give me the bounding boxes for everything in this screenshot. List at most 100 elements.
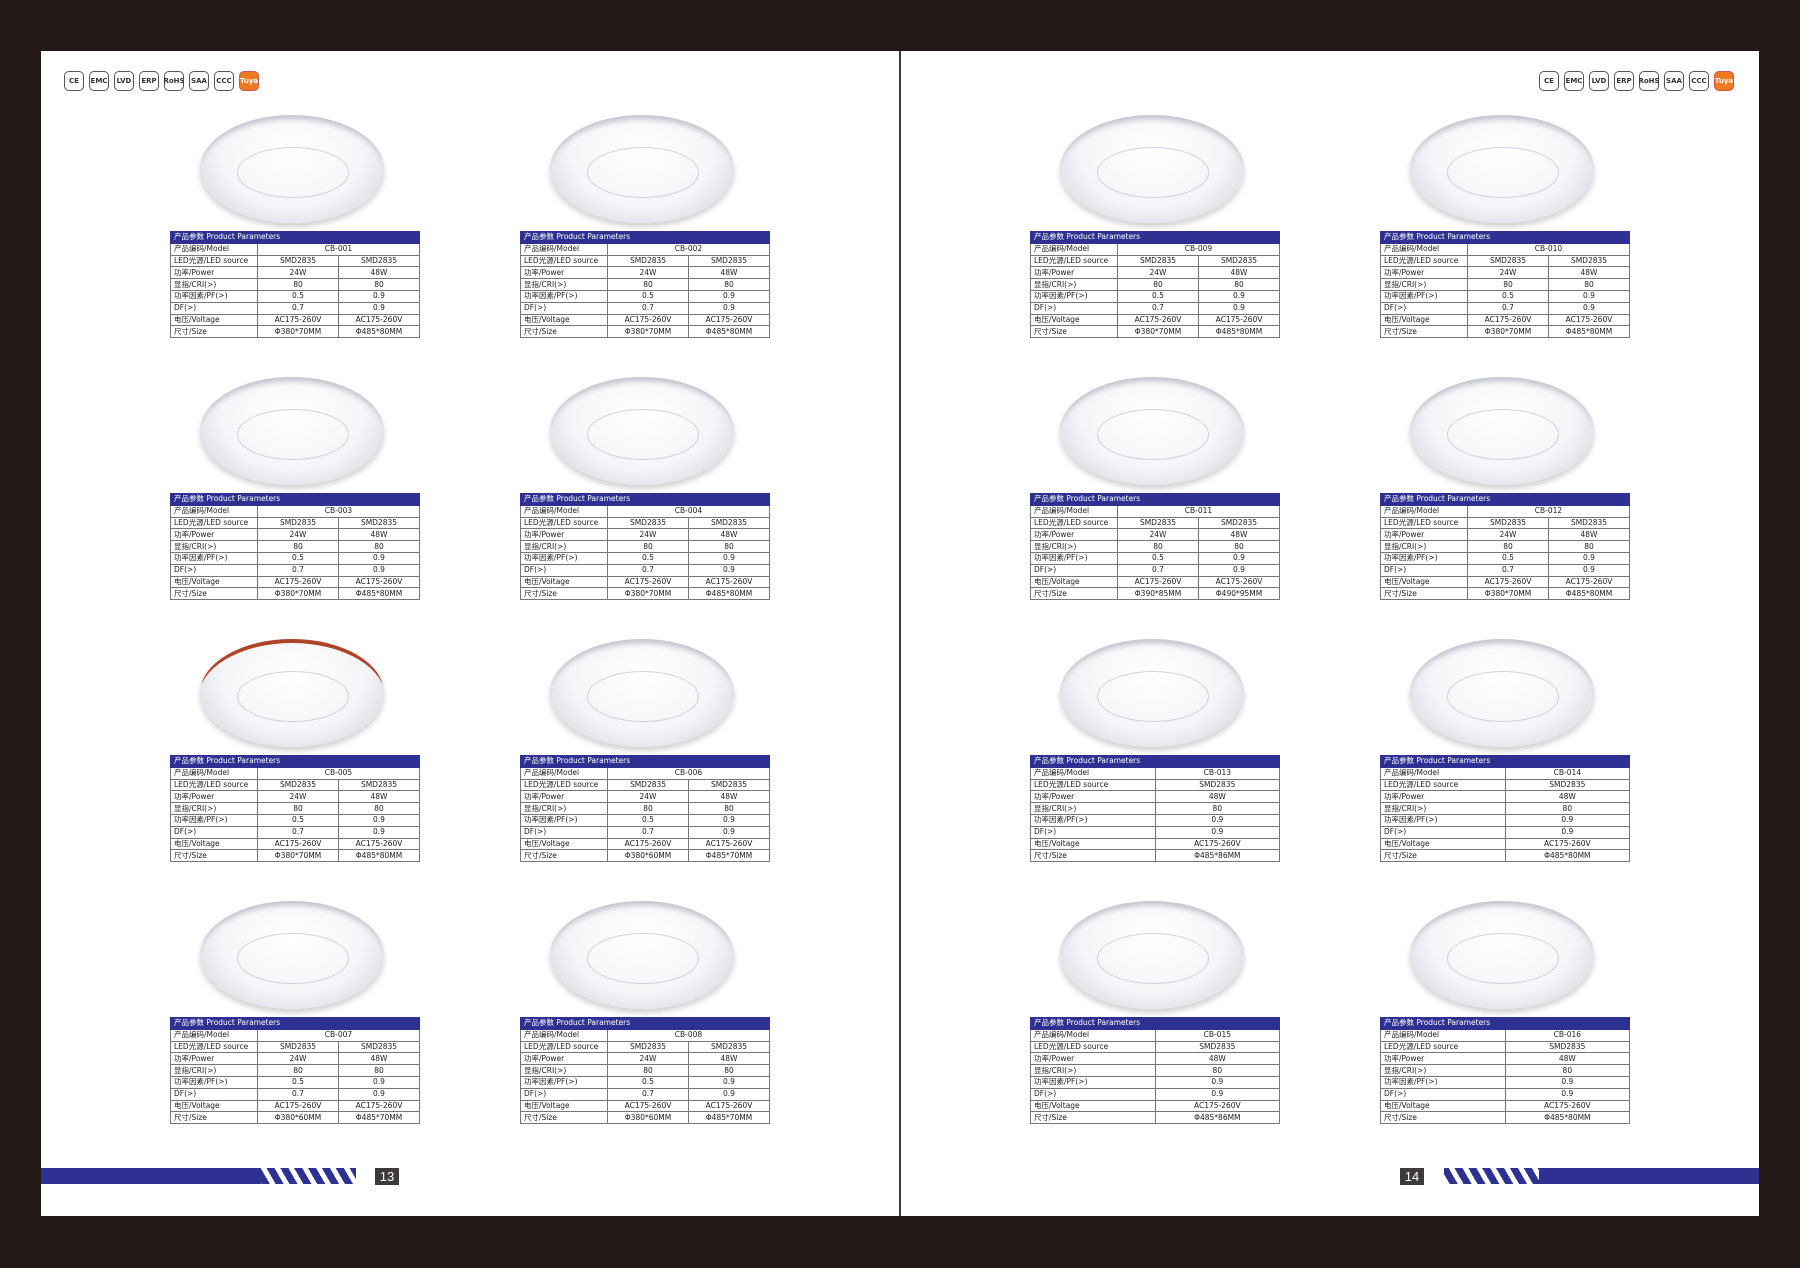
product-parameters-table: 产品参数 Product Parameters 产品编码/Model CB-005 L… (170, 755, 420, 863)
table-row: 功率因素/PF(>) 0.5 0.9 (1380, 551, 1630, 565)
table-row: 功率因素/PF(>) 0.5 0.9 (1030, 289, 1280, 303)
table-row: 尺寸/Size Φ380*70MM Φ485*80MM (520, 325, 770, 339)
footer-stripes (1444, 1168, 1544, 1184)
table-header: 产品参数 Product Parameters (1030, 755, 1280, 768)
footer-stripes (256, 1168, 356, 1184)
product-parameters-table: 产品参数 Product Parameters 产品编码/Model CB-002 L… (520, 231, 770, 339)
table-row: LED光源/LED source SMD2835 (1380, 1040, 1631, 1054)
table-row: DF(>) 0.7 0.9 (520, 301, 770, 315)
product-card: 产品参数 Product Parameters 产品编码/Model CB-015 L… (1030, 901, 1281, 1125)
table-row: 功率/Power 24W 48W (520, 1052, 770, 1066)
product-card: 产品参数 Product Parameters 产品编码/Model CB-009 L… (1030, 115, 1280, 339)
table-row: 产品编码/Model CB-003 (170, 504, 420, 518)
table-row: 产品编码/Model CB-015 (1030, 1028, 1281, 1042)
table-row: 尺寸/Size Φ380*60MM Φ485*70MM (170, 1111, 420, 1125)
page-spine (899, 51, 901, 1216)
page-number: 14 (1400, 1168, 1424, 1185)
table-row: 产品编码/Model CB-011 (1030, 504, 1280, 518)
table-header: 产品参数 Product Parameters (170, 755, 420, 768)
table-row: 功率因素/PF(>) 0.5 0.9 (170, 1075, 420, 1089)
table-row: 显指/CRI(>) 80 80 (1380, 278, 1630, 291)
table-row: LED光源/LED source SMD2835 (1030, 1040, 1281, 1054)
product-card: 产品参数 Product Parameters 产品编码/Model CB-002 L… (520, 115, 770, 339)
model-value: CB-014 (1504, 766, 1631, 780)
table-header: 产品参数 Product Parameters (1380, 1017, 1630, 1030)
product-parameters-table: 产品参数 Product Parameters 产品编码/Model CB-012 L… (1380, 493, 1630, 601)
product-card: 产品参数 Product Parameters 产品编码/Model CB-004 L… (520, 377, 770, 601)
model-value: CB-002 (607, 242, 770, 256)
page-number: 13 (375, 1168, 399, 1185)
product-parameters-table: 产品参数 Product Parameters 产品编码/Model CB-009 L… (1030, 231, 1280, 339)
ceiling-lamp-image (1060, 901, 1244, 1009)
cert-erp-icon: ERP (1614, 71, 1634, 91)
ceiling-lamp-image (200, 901, 384, 1009)
table-row: DF(>) 0.7 0.9 (1380, 301, 1630, 315)
table-row: 电压/Voltage AC175-260V AC175-260V (520, 575, 770, 589)
table-row: LED光源/LED source SMD2835 SMD2835 (520, 778, 770, 792)
model-value: CB-015 (1154, 1028, 1281, 1042)
table-row: 产品编码/Model CB-004 (520, 504, 770, 518)
table-row: 显指/CRI(>) 80 80 (520, 540, 770, 553)
table-row: 功率/Power 24W 48W (520, 790, 770, 804)
table-row: 显指/CRI(>) 80 80 (170, 278, 420, 291)
table-row: DF(>) 0.9 (1380, 825, 1631, 839)
table-row: LED光源/LED source SMD2835 SMD2835 (1030, 516, 1280, 530)
table-row: 功率因素/PF(>) 0.5 0.9 (520, 551, 770, 565)
ceiling-lamp-image (1410, 377, 1594, 485)
product-card: 产品参数 Product Parameters 产品编码/Model CB-016 L… (1380, 901, 1631, 1125)
table-row: LED光源/LED source SMD2835 (1030, 778, 1281, 792)
table-row: 产品编码/Model CB-006 (520, 766, 770, 780)
table-row: 功率/Power 24W 48W (170, 790, 420, 804)
table-row: DF(>) 0.7 0.9 (170, 825, 420, 839)
model-value: CB-004 (607, 504, 770, 518)
cert-lvd-icon: LVD (1589, 71, 1609, 91)
ceiling-lamp-image (1060, 639, 1244, 747)
table-row: LED光源/LED source SMD2835 SMD2835 (170, 1040, 420, 1054)
table-row: 显指/CRI(>) 80 80 (1030, 540, 1280, 553)
table-header: 产品参数 Product Parameters (520, 231, 770, 244)
table-row: 功率/Power 48W (1380, 790, 1631, 804)
table-row: DF(>) 0.7 0.9 (170, 301, 420, 315)
table-row: 功率因素/PF(>) 0.5 0.9 (520, 289, 770, 303)
ceiling-lamp-image (550, 639, 734, 747)
model-value: CB-011 (1117, 504, 1280, 518)
table-header: 产品参数 Product Parameters (520, 1017, 770, 1030)
table-row: DF(>) 0.7 0.9 (520, 563, 770, 577)
model-value: CB-010 (1467, 242, 1630, 256)
cert-tuya-icon: Tuya (1714, 71, 1734, 91)
table-row: 产品编码/Model CB-009 (1030, 242, 1280, 256)
cert-saa-icon: SAA (1664, 71, 1684, 91)
table-row: 功率/Power 24W 48W (170, 266, 420, 280)
product-card: 产品参数 Product Parameters 产品编码/Model CB-013 L… (1030, 639, 1281, 863)
cert-emc-icon: EMC (1564, 71, 1584, 91)
product-card: 产品参数 Product Parameters 产品编码/Model CB-005 L… (170, 639, 420, 863)
table-row: 电压/Voltage AC175-260V (1380, 1099, 1631, 1113)
table-row: 电压/Voltage AC175-260V AC175-260V (170, 313, 420, 327)
table-row: 功率因素/PF(>) 0.5 0.9 (1030, 551, 1280, 565)
table-row: 电压/Voltage AC175-260V (1030, 1099, 1281, 1113)
table-header: 产品参数 Product Parameters (170, 1017, 420, 1030)
product-parameters-table: 产品参数 Product Parameters 产品编码/Model CB-004 L… (520, 493, 770, 601)
model-value: CB-013 (1154, 766, 1281, 780)
table-header: 产品参数 Product Parameters (170, 493, 420, 506)
certification-icons: CE EMC LVD ERP RoHS SAA CCC Tuya (64, 71, 259, 91)
table-row: DF(>) 0.7 0.9 (520, 1087, 770, 1101)
table-header: 产品参数 Product Parameters (1030, 231, 1280, 244)
product-card: 产品参数 Product Parameters 产品编码/Model CB-012 L… (1380, 377, 1630, 601)
table-row: LED光源/LED source SMD2835 SMD2835 (520, 1040, 770, 1054)
certification-icons: CE EMC LVD ERP RoHS SAA CCC Tuya (1539, 71, 1734, 91)
table-row: 功率/Power 48W (1030, 790, 1281, 804)
catalog-page-14: CE EMC LVD ERP RoHS SAA CCC Tuya 14 产品参数 Produc… (901, 51, 1759, 1216)
table-row: DF(>) 0.7 0.9 (520, 825, 770, 839)
table-row: DF(>) 0.7 0.9 (1030, 301, 1280, 315)
table-row: 功率因素/PF(>) 0.9 (1030, 1075, 1281, 1089)
model-value: CB-003 (257, 504, 420, 518)
table-row: 电压/Voltage AC175-260V AC175-260V (1380, 575, 1630, 589)
table-row: LED光源/LED source SMD2835 SMD2835 (1380, 254, 1630, 268)
table-row: 功率/Power 24W 48W (170, 528, 420, 542)
cert-lvd-icon: LVD (114, 71, 134, 91)
table-row: 电压/Voltage AC175-260V (1030, 837, 1281, 851)
table-header: 产品参数 Product Parameters (1030, 1017, 1280, 1030)
table-row: 显指/CRI(>) 80 80 (1380, 540, 1630, 553)
product-card: 产品参数 Product Parameters 产品编码/Model CB-003 L… (170, 377, 420, 601)
